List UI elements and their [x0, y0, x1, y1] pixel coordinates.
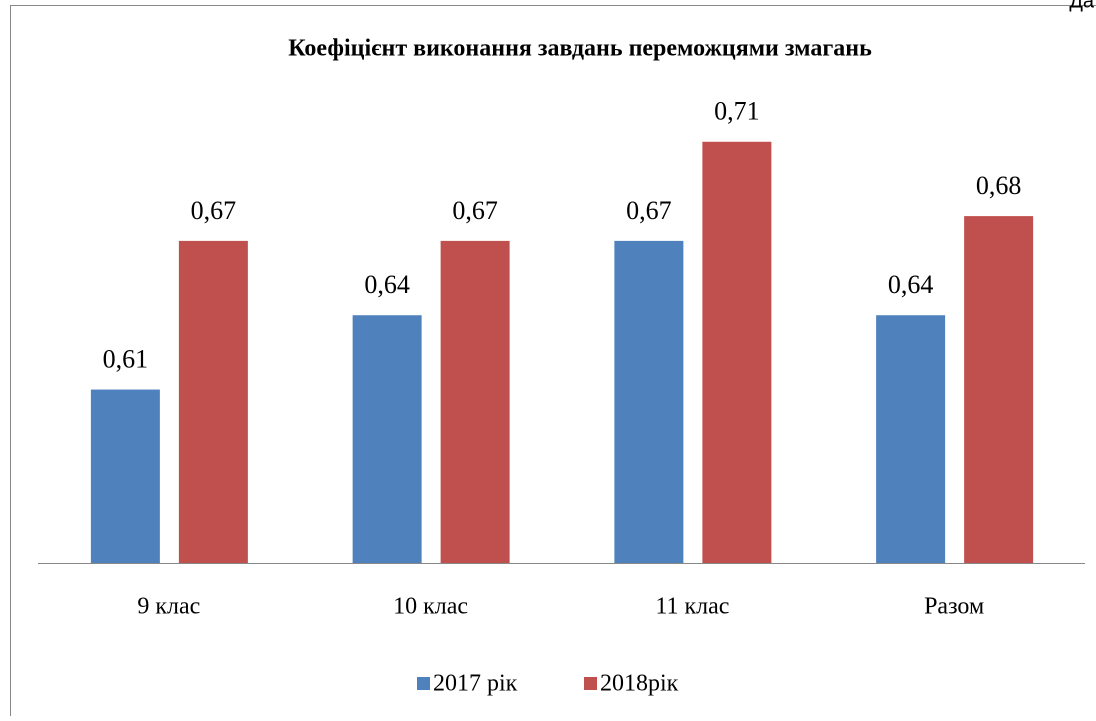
bar [964, 216, 1033, 563]
value-label: 0,61 [103, 345, 149, 374]
bar [353, 315, 422, 563]
bar [179, 241, 248, 563]
legend-label: 2017 рік [433, 671, 518, 697]
x-tick-label: 9 клас [137, 594, 200, 620]
bar [702, 142, 771, 563]
value-label: 0,67 [191, 196, 237, 225]
corner-text: Да [1069, 0, 1095, 12]
x-tick-label: 10 клас [393, 594, 468, 620]
x-tick-label: Разом [924, 594, 984, 620]
value-label: 0,64 [888, 270, 934, 299]
value-label: 0,68 [976, 171, 1022, 200]
value-label: 0,71 [714, 97, 760, 126]
value-label: 0,67 [626, 196, 672, 225]
legend-swatch [584, 677, 597, 690]
chart-title: Коефіцієнт виконання завдань переможцями… [288, 36, 872, 62]
x-tick-label: 11 клас [655, 594, 729, 620]
bar [614, 241, 683, 563]
bar [876, 315, 945, 563]
bar [441, 241, 510, 563]
bar [91, 390, 160, 563]
legend-label: 2018рік [600, 671, 679, 697]
legend-swatch [417, 677, 430, 690]
value-label: 0,67 [452, 196, 498, 225]
value-label: 0,64 [364, 270, 410, 299]
